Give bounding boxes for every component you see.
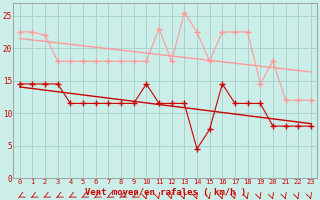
X-axis label: Vent moyen/en rafales ( km/h ): Vent moyen/en rafales ( km/h ) [85,188,246,197]
